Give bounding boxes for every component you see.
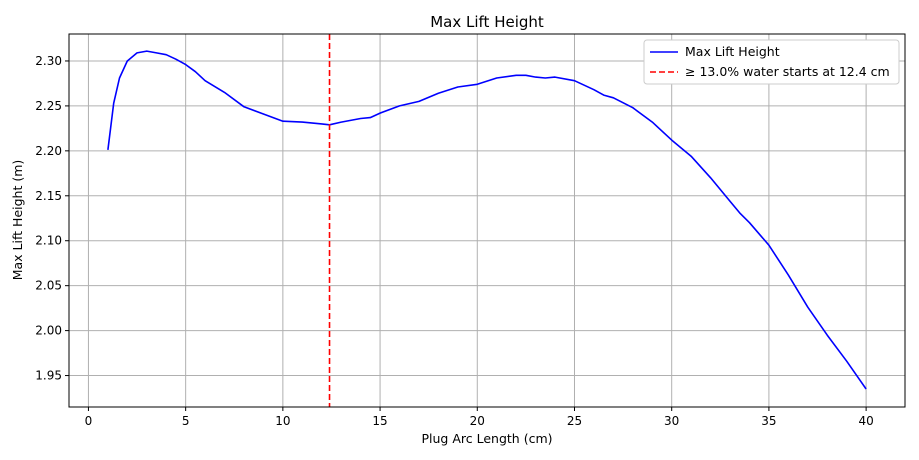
x-axis: 0 5 10 15 20 25 30 35 40 — [85, 407, 874, 428]
y-tick-label: 2.30 — [35, 54, 62, 68]
x-tick-label: 25 — [567, 414, 582, 428]
y-tick-label: 1.95 — [35, 369, 62, 383]
grid-lines — [69, 34, 905, 407]
series-lines — [107, 34, 867, 407]
x-tick-label: 20 — [470, 414, 485, 428]
y-tick-label: 2.25 — [35, 99, 62, 113]
x-tick-label: 40 — [858, 414, 873, 428]
y-tick-label: 2.10 — [35, 234, 62, 248]
y-tick-label: 2.00 — [35, 324, 62, 338]
x-axis-title: Plug Arc Length (cm) — [422, 431, 553, 446]
y-tick-label: 2.05 — [35, 279, 62, 293]
legend-label-max-lift-height: Max Lift Height — [685, 44, 780, 59]
legend-box — [643, 39, 900, 85]
x-tick-label: 15 — [372, 414, 387, 428]
x-tick-label: 30 — [664, 414, 679, 428]
y-axis: 1.95 2.00 2.05 2.10 2.15 2.20 2.25 2.30 — [35, 54, 69, 383]
chart-title: Max Lift Height — [430, 13, 544, 31]
max-lift-height-line — [107, 50, 867, 390]
y-tick-label: 2.15 — [35, 189, 62, 203]
x-tick-label: 5 — [182, 414, 190, 428]
y-axis-title: Max Lift Height (m) — [10, 160, 25, 281]
legend: Max Lift Height ≥ 13.0% water starts at … — [643, 39, 900, 85]
legend-label-water-threshold: ≥ 13.0% water starts at 12.4 cm — [685, 64, 890, 79]
plot-area-frame — [68, 33, 906, 408]
y-tick-label: 2.20 — [35, 144, 62, 158]
x-tick-label: 0 — [85, 414, 93, 428]
x-tick-label: 35 — [761, 414, 776, 428]
x-tick-label: 10 — [275, 414, 290, 428]
